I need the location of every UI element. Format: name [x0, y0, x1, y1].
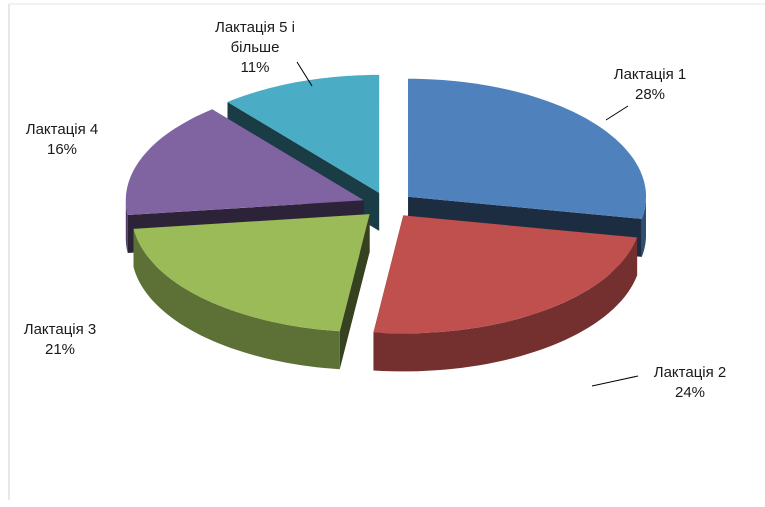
data-label: Лактація 1 28%	[580, 65, 720, 105]
slice-top	[133, 214, 370, 332]
slice-wall	[373, 237, 638, 372]
category-label: Лактація 3	[23, 321, 97, 338]
value-label: 24%	[674, 384, 706, 401]
leader-line	[296, 61, 313, 87]
slice-side	[339, 214, 370, 370]
category-label: Лактація 1	[613, 66, 687, 83]
slice-top	[408, 78, 646, 219]
slice-wall	[125, 200, 128, 253]
leader-line	[605, 105, 629, 121]
leader-line	[591, 375, 639, 387]
slice-wall	[641, 196, 646, 257]
value-label: 16%	[46, 141, 78, 158]
data-label: Лактація 4 16%	[0, 120, 132, 160]
slice-top	[373, 215, 638, 334]
category-label: Лактація 2	[653, 364, 727, 381]
value-label: 28%	[634, 86, 666, 103]
slice-top	[227, 74, 380, 193]
category-label: Лактація 4	[25, 121, 99, 138]
data-label: Лактація 2 24%	[620, 363, 760, 403]
slice	[373, 215, 638, 372]
slice	[133, 214, 370, 370]
category-label: Лактація 5 і більше	[214, 19, 296, 56]
value-label: 21%	[44, 341, 76, 358]
data-label: Лактація 3 21%	[0, 320, 130, 360]
slice-top	[125, 109, 364, 215]
value-label: 11%	[240, 59, 270, 76]
pie	[125, 74, 646, 372]
slice-wall	[133, 228, 340, 370]
data-label: Лактація 5 і більше 11%	[185, 18, 325, 78]
